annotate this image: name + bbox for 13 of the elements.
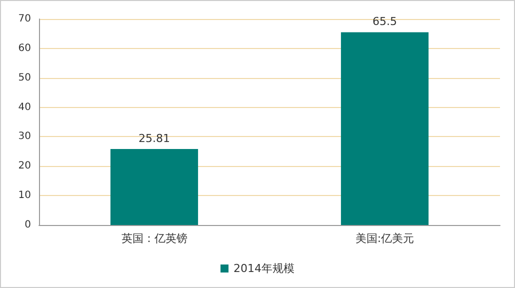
y-tick-label: 10	[18, 190, 31, 202]
y-tick-label: 30	[18, 131, 31, 142]
data-label: 65.5	[372, 15, 397, 28]
y-tick-label: 70	[18, 14, 31, 24]
y-tick-label: 40	[18, 102, 31, 113]
x-tick-label: 英国：亿英镑	[121, 232, 188, 245]
x-tick-label: 美国:亿美元	[355, 232, 414, 245]
data-label: 25.81	[138, 132, 170, 146]
y-tick-label: 60	[18, 42, 31, 54]
y-tick-label: 50	[18, 72, 31, 84]
y-tick-label: 0	[24, 220, 31, 230]
y-tick-label: 20	[18, 160, 31, 172]
legend-label: 2014年规模	[234, 262, 295, 275]
